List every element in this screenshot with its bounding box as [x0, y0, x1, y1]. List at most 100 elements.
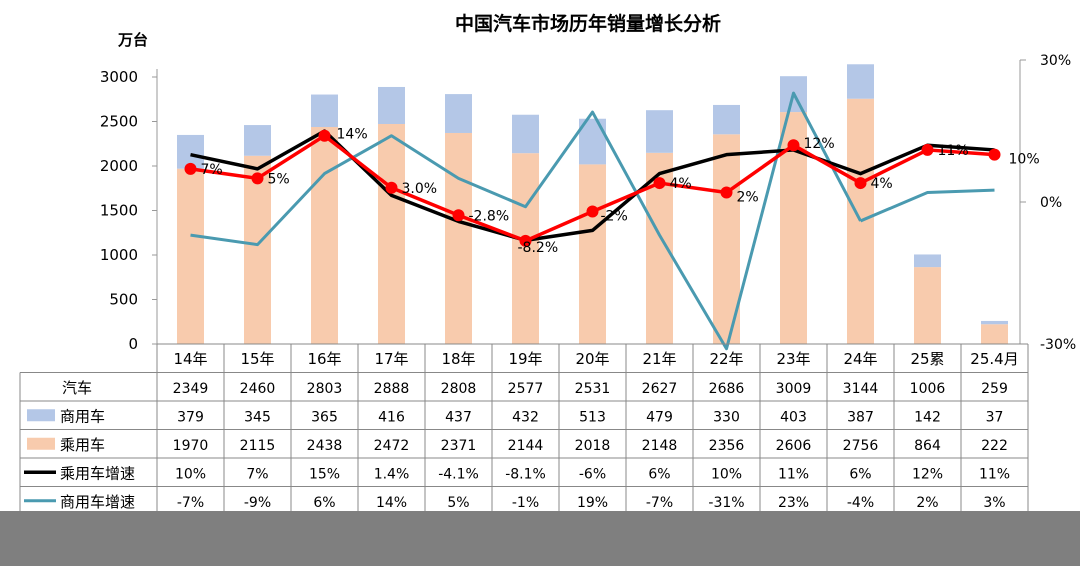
data-table: 14年 15年 16年 17年 18年 19年 20年 21年 22年 23年 24年 25累 25.4…	[19, 343, 1029, 516]
table-cell: 19%	[577, 495, 608, 511]
table-cell: 259	[981, 381, 1008, 397]
table-cell: -1%	[512, 495, 539, 511]
y-right-axis: 30% 0% -30%	[1019, 53, 1076, 353]
y-left-tick-label: 0	[128, 335, 138, 353]
point-total-growth	[787, 139, 800, 152]
label-total-growth: 11%	[938, 143, 969, 159]
table-cell: 10%	[175, 466, 206, 482]
point-total-growth	[385, 181, 398, 194]
bar-passenger	[378, 123, 405, 344]
label-total-growth: 5%	[268, 171, 290, 187]
bar-passenger	[847, 98, 874, 344]
line-commercial-growth	[190, 91, 862, 351]
table-cell: 365	[311, 409, 338, 425]
table-row-label: 商用车增速	[60, 493, 135, 511]
table-header-category: 17年	[374, 350, 408, 368]
bar-commercial	[646, 110, 673, 153]
table-header-category: 22年	[709, 350, 743, 368]
table-cell: 2531	[575, 381, 611, 397]
table-cell: 403	[780, 409, 807, 425]
point-total-growth	[318, 129, 331, 142]
table-cell: -4%	[847, 495, 874, 511]
point-total-growth	[988, 148, 1001, 161]
table-cell: 1.4%	[374, 466, 410, 482]
table-cell: 387	[847, 409, 874, 425]
table-cell: -7%	[177, 495, 204, 511]
point-total-growth	[921, 143, 934, 156]
table-cell: 2371	[441, 438, 477, 454]
table-cell: 2144	[508, 438, 544, 454]
table-header-category: 18年	[441, 350, 475, 368]
table-cell: 2472	[374, 438, 410, 454]
table-cell: -31%	[708, 495, 744, 511]
table-cell: 10%	[711, 466, 742, 482]
table-cell: 5%	[447, 495, 469, 511]
label-total-growth: 3.0%	[402, 181, 438, 197]
point-total-growth	[452, 209, 465, 222]
y-left-unit-label: 万台	[117, 31, 148, 49]
bar-passenger	[244, 155, 271, 344]
point-total-growth	[519, 234, 532, 247]
line-series: 7% 5% 14% 3.0% -2.8% -8.2% -2% 4% 2% 12% 4% 11% 10%	[184, 91, 1040, 351]
point-total-growth	[184, 162, 197, 175]
table-cell: 330	[713, 409, 740, 425]
label-total-growth: 10%	[1009, 152, 1040, 168]
y-left-tick-label: 1000	[100, 246, 138, 264]
table-header-category: 15年	[240, 350, 274, 368]
table-cell: 2756	[843, 438, 879, 454]
table-cell: 2606	[776, 438, 812, 454]
y-right-tick-label: -30%	[1040, 337, 1076, 353]
table-cell: 37	[986, 409, 1004, 425]
table-cell: -6%	[579, 466, 606, 482]
label-total-growth: 2%	[737, 190, 759, 206]
y-left-tick-label: 1500	[100, 202, 138, 220]
bar-commercial	[311, 94, 338, 128]
label-total-growth: 4%	[871, 176, 893, 192]
bar-commercial	[378, 86, 405, 124]
table-cell: 222	[981, 438, 1008, 454]
point-total-growth	[720, 186, 733, 199]
table-cell: 23%	[778, 495, 809, 511]
bar-commercial	[713, 104, 740, 135]
table-cell: 432	[512, 409, 539, 425]
y-right-tick-label: 30%	[1040, 53, 1071, 69]
legend-swatch-commercial	[27, 409, 55, 422]
table-cell: -9%	[244, 495, 271, 511]
table-cell: 1006	[910, 381, 946, 397]
table-header-category: 19年	[508, 350, 542, 368]
bar-passenger	[579, 164, 606, 344]
table-cell: 2115	[240, 438, 276, 454]
table-cell: 2018	[575, 438, 611, 454]
table-cell: 6%	[313, 495, 335, 511]
table-cell: 2803	[307, 381, 343, 397]
line-commercial-growth-tail	[859, 188, 995, 223]
table-cell: 1970	[173, 438, 209, 454]
table-cell: 345	[244, 409, 271, 425]
bar-series	[177, 64, 1008, 344]
table-cell: 2356	[709, 438, 745, 454]
table-cell: 11%	[778, 466, 809, 482]
table-cell: 7%	[246, 466, 268, 482]
table-header-category: 21年	[642, 350, 676, 368]
table-cell: 6%	[849, 466, 871, 482]
y-right-tick-label: 0%	[1040, 195, 1062, 211]
y-left-axis: 3000 2500 2000 1500 1000 500 0	[100, 68, 158, 353]
y-left-tick-label: 500	[109, 291, 138, 309]
legend-swatch-passenger	[27, 437, 55, 450]
table-cell: 2148	[642, 438, 678, 454]
bar-commercial	[847, 64, 874, 99]
label-total-growth: 7%	[201, 162, 223, 178]
table-cell: 2888	[374, 381, 410, 397]
table-cell: 14%	[376, 495, 407, 511]
bar-commercial	[445, 94, 472, 133]
table-cell: 3144	[843, 381, 879, 397]
point-total-growth	[251, 172, 264, 185]
table-cell: 12%	[912, 466, 943, 482]
table-header-category: 20年	[575, 350, 609, 368]
y-left-tick-label: 3000	[100, 68, 138, 86]
table-cell: 513	[579, 409, 606, 425]
table-cell: 2349	[173, 381, 209, 397]
table-header-category: 25.4月	[970, 350, 1018, 368]
table-cell: 479	[646, 409, 673, 425]
